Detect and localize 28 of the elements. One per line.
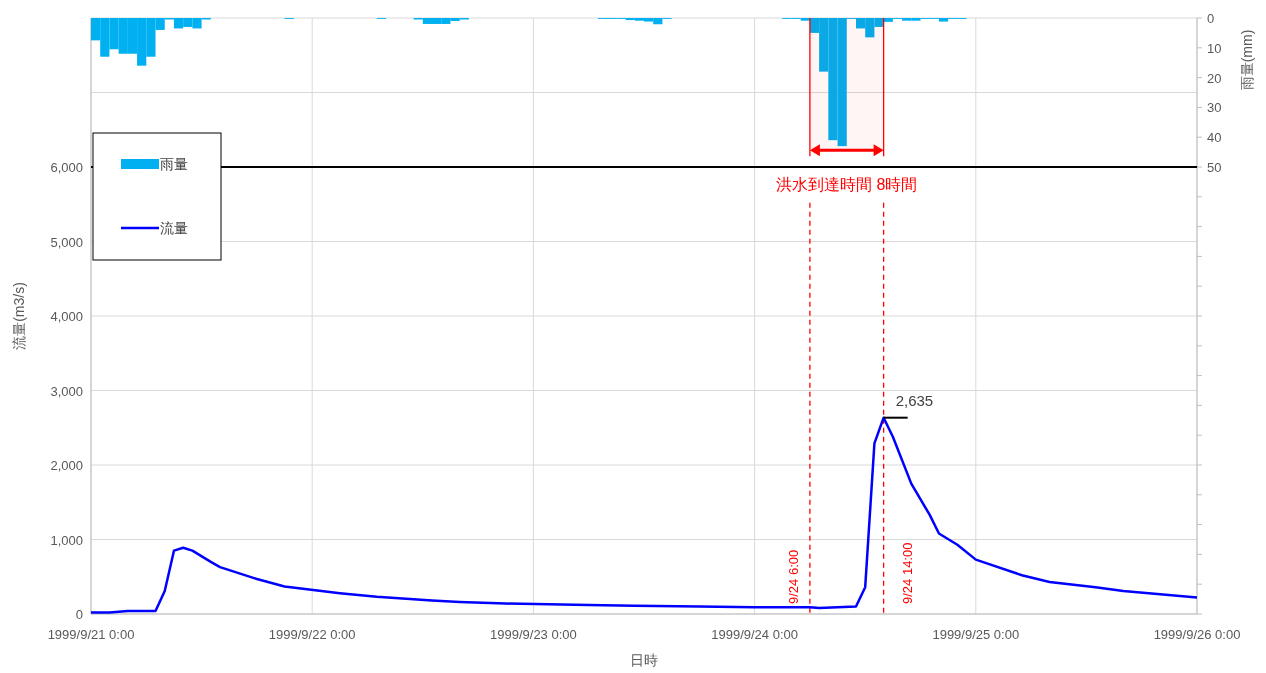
y-tick-label: 5,000 xyxy=(50,234,83,250)
legend-label: 流量 xyxy=(160,220,188,236)
y2-tick-label: 40 xyxy=(1207,130,1222,146)
y2-tick-label: 30 xyxy=(1207,100,1222,116)
y-tick-label: 6,000 xyxy=(50,160,83,175)
y2-tick-label: 20 xyxy=(1207,70,1222,86)
ref-line-label: 9/24 14:00 xyxy=(899,542,915,604)
y-tick-label: 3,000 xyxy=(50,383,83,399)
ref-line-label: 9/24 6:00 xyxy=(785,549,801,604)
y2-tick-label: 0 xyxy=(1207,11,1215,26)
x-tick-label: 1999/9/25 0:00 xyxy=(932,627,1020,642)
y-tick-label: 4,000 xyxy=(50,309,83,324)
y2-tick-label: 50 xyxy=(1207,160,1222,175)
x-tick-label: 1999/9/24 0:00 xyxy=(711,627,798,642)
legend-label: 雨量 xyxy=(160,156,188,172)
y-tick-label: 1,000 xyxy=(50,532,83,548)
y2-tick-label: 10 xyxy=(1207,40,1222,56)
y2-axis-title: 雨量(mm) xyxy=(1239,29,1255,91)
band-label: 洪水到達時間 8時間 xyxy=(776,176,918,194)
x-tick-label: 1999/9/21 0:00 xyxy=(47,627,135,642)
y-tick-label: 2,000 xyxy=(50,458,83,473)
y-axis-title: 流量(m3/s) xyxy=(11,282,27,350)
x-tick-label: 1999/9/23 0:00 xyxy=(490,627,577,642)
annotation: 2,635 xyxy=(895,391,934,409)
x-tick-label: 1999/9/26 0:00 xyxy=(1153,627,1241,642)
x-tick-label: 1999/9/22 0:00 xyxy=(268,627,356,642)
x-axis-title: 日時 xyxy=(630,652,658,668)
y-tick-label: 0 xyxy=(75,607,83,622)
